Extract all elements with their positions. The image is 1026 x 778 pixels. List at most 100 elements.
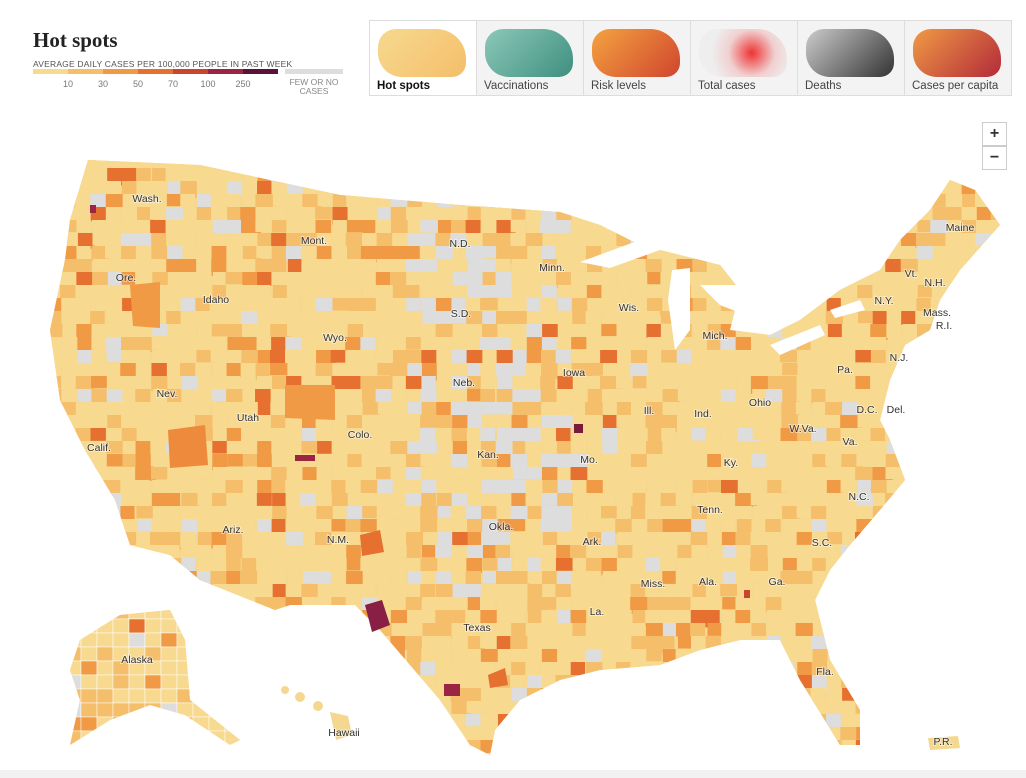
county: [767, 584, 786, 599]
tab[interactable]: Total cases: [690, 21, 797, 95]
county: [991, 675, 1000, 691]
county: [750, 441, 770, 455]
county: [662, 519, 682, 533]
county: [646, 467, 665, 483]
county: [570, 688, 586, 704]
county: [571, 701, 591, 719]
county: [332, 220, 348, 236]
county: [96, 730, 114, 745]
county: [526, 753, 545, 755]
county: [481, 532, 497, 550]
county: [917, 662, 936, 677]
county: [750, 558, 771, 573]
county: [572, 584, 590, 599]
tab[interactable]: Hot spots: [370, 21, 476, 95]
county: [990, 272, 1000, 287]
county: [947, 285, 964, 300]
zoom-out[interactable]: −: [982, 146, 1007, 170]
county: [587, 428, 603, 445]
county: [422, 532, 440, 549]
county: [80, 632, 98, 648]
zoom-in[interactable]: +: [982, 122, 1007, 146]
county: [900, 532, 919, 548]
county: [766, 701, 781, 716]
county: [871, 610, 890, 624]
county: [176, 744, 194, 745]
county: [811, 532, 830, 546]
county: [436, 363, 457, 379]
county: [50, 506, 67, 523]
county: [825, 467, 845, 483]
county: [826, 233, 846, 249]
county: [242, 701, 259, 717]
county: [224, 618, 240, 634]
county: [632, 740, 649, 754]
county: [871, 233, 891, 246]
county: [811, 285, 832, 300]
tab[interactable]: Cases per capita: [904, 21, 1011, 95]
county: [767, 558, 784, 575]
tab[interactable]: Vaccinations: [476, 21, 583, 95]
county: [931, 480, 949, 497]
county: [602, 636, 620, 652]
county: [901, 701, 920, 716]
county: [152, 402, 170, 417]
county: [482, 350, 500, 368]
county: [182, 753, 199, 755]
county: [391, 181, 411, 197]
county: [195, 363, 210, 378]
county: [872, 571, 892, 588]
county: [510, 337, 530, 353]
county: [451, 207, 469, 224]
county: [872, 584, 892, 602]
county: [630, 727, 649, 745]
county: [241, 160, 264, 171]
county: [962, 610, 982, 627]
county: [811, 207, 827, 223]
county: [330, 558, 349, 571]
county: [255, 623, 271, 638]
tab[interactable]: Risk levels: [583, 21, 690, 95]
tab[interactable]: Deaths: [797, 21, 904, 95]
county: [915, 454, 935, 470]
county: [572, 233, 591, 247]
county: [555, 194, 575, 212]
county: [630, 558, 647, 572]
county: [257, 649, 276, 667]
county: [632, 571, 652, 588]
county: [616, 506, 634, 522]
county: [420, 506, 438, 524]
county: [120, 506, 135, 522]
county: [647, 688, 664, 702]
county: [181, 467, 200, 483]
county: [586, 480, 605, 497]
county: [750, 480, 765, 496]
county: [527, 181, 546, 195]
county: [286, 220, 303, 235]
county: [362, 636, 379, 650]
county: [871, 597, 890, 611]
county: [96, 716, 114, 732]
county: [255, 584, 278, 599]
county: [617, 168, 633, 181]
county: [571, 740, 587, 754]
county: [180, 194, 196, 211]
county: [585, 623, 602, 637]
county: [106, 454, 126, 467]
county: [632, 610, 647, 626]
county: [60, 350, 79, 366]
county: [176, 674, 194, 690]
county: [992, 662, 1000, 680]
county: [856, 207, 878, 223]
county: [197, 467, 212, 480]
county: [361, 701, 378, 719]
county: [781, 160, 800, 168]
county: [422, 311, 443, 326]
county: [176, 646, 194, 662]
county: [302, 558, 318, 571]
county: [406, 675, 422, 693]
county: [797, 610, 814, 623]
county: [152, 740, 174, 754]
county: [286, 272, 302, 287]
county: [541, 740, 560, 755]
